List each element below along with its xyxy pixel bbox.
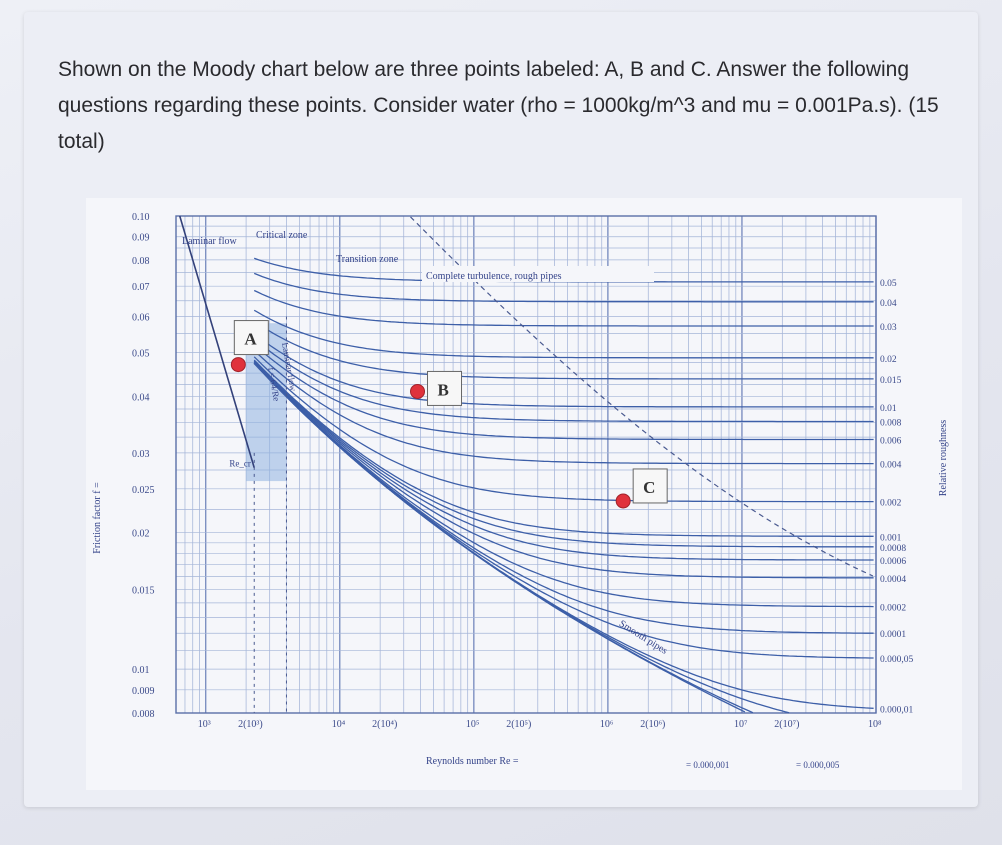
complete-turbulence-boundary xyxy=(410,216,874,577)
y-tick-label: 0.09 xyxy=(132,233,150,244)
roughness-label: 0.03 xyxy=(880,323,897,333)
y-tick-label: 0.009 xyxy=(132,686,155,697)
zone-label-complete: Complete turbulence, rough pipes xyxy=(426,271,562,282)
re-critical-label: Re_cr xyxy=(229,458,251,468)
roughness-label: 0.0002 xyxy=(880,604,906,614)
x-tick-label: 10⁷ xyxy=(734,719,748,730)
x-tick-label: 10⁴ xyxy=(332,719,346,730)
friction-curve xyxy=(253,360,874,561)
point-marker-b xyxy=(410,383,426,399)
friction-curve xyxy=(253,362,874,608)
zone-label-critical: Critical zone xyxy=(256,230,308,241)
y-tick-label: 0.05 xyxy=(132,348,150,359)
y-axis-label: Friction factor f = xyxy=(92,482,103,554)
laminar-line xyxy=(178,215,255,468)
roughness-label: 0.002 xyxy=(880,499,902,509)
x-tick-label: 2(10⁵) xyxy=(506,719,531,730)
roughness-label: 0.05 xyxy=(880,279,897,289)
x-tick-label: 10⁵ xyxy=(466,719,480,730)
friction-curve xyxy=(253,356,874,503)
x-tick-label: 10⁶ xyxy=(600,719,614,730)
roughness-label: 0.015 xyxy=(880,376,902,386)
point-marker-c xyxy=(615,493,631,509)
y-tick-label: 0.08 xyxy=(132,256,150,267)
point-label-c: C xyxy=(643,478,655,497)
y-tick-label: 0.015 xyxy=(132,585,155,596)
roughness-label: 0.0004 xyxy=(880,575,906,585)
x-tick-label: 10⁸ xyxy=(868,719,882,730)
y-tick-label: 0.10 xyxy=(132,212,150,223)
x-tick-label: 2(10⁶) xyxy=(640,719,665,730)
roughness-label: 0.0008 xyxy=(880,544,906,554)
friction-curve xyxy=(253,360,874,548)
chart-overlay: A B C xyxy=(230,320,668,509)
friction-curve xyxy=(253,361,874,579)
roughness-label: 0.004 xyxy=(880,461,902,471)
roughness-label: 0.000,01 xyxy=(880,705,914,715)
plot-frame xyxy=(175,215,877,714)
point-label-a: A xyxy=(244,330,257,349)
moody-chart-image: A B C 0.10 0.09 0.08 0.07 0.06 0.05 0.04 0.03 0.02… xyxy=(86,198,962,790)
right-axis-label: Relative roughness xyxy=(938,420,949,496)
question-text: Shown on the Moody chart below are three… xyxy=(58,58,939,153)
friction-curve xyxy=(253,350,874,465)
friction-curve xyxy=(253,362,746,713)
roughness-label: 0.01 xyxy=(880,404,897,414)
y-tick-label: 0.025 xyxy=(132,485,155,496)
friction-curve xyxy=(253,309,874,359)
roughness-label: 0.008 xyxy=(880,418,902,428)
friction-curve xyxy=(253,272,874,303)
zone-label-transition: Transition zone xyxy=(336,254,399,265)
friction-curve xyxy=(253,320,874,380)
y-tick-label: 0.07 xyxy=(132,282,150,293)
chart-background xyxy=(86,198,962,790)
point-box-c xyxy=(632,468,668,504)
roughness-label: 0.001 xyxy=(880,533,902,543)
friction-curve xyxy=(253,344,874,441)
y-tick-label: 0.01 xyxy=(132,665,150,676)
zone-label-laminar: Laminar flow xyxy=(182,236,237,247)
x-tick-label: 2(10⁴) xyxy=(372,719,397,730)
y-tick-label: 0.02 xyxy=(132,529,150,540)
x-tick-label: 10³ xyxy=(198,719,211,730)
x-axis-label: Reynolds number Re = xyxy=(426,756,519,767)
friction-curve xyxy=(253,338,874,423)
x-tick-label: 2(10⁷) xyxy=(774,719,799,730)
roughness-label: 0.04 xyxy=(880,299,897,309)
chart-curves xyxy=(178,215,874,714)
point-marker-a xyxy=(230,357,246,373)
roughness-label: 0.006 xyxy=(880,436,902,446)
complete-turbulence-label-bg xyxy=(422,266,654,282)
friction-curve xyxy=(253,289,874,327)
roughness-label: 0.0001 xyxy=(880,630,906,640)
point-label-b: B xyxy=(438,380,449,399)
bottom-label-left: = 0.000,001 xyxy=(686,760,729,770)
point-box-b xyxy=(427,370,463,406)
y-tick-label: 0.03 xyxy=(132,449,150,460)
bottom-label-right: = 0.000,005 xyxy=(796,760,840,770)
roughness-label: 0.000,05 xyxy=(880,655,914,665)
point-box-a xyxy=(233,320,269,356)
y-tick-label: 0.008 xyxy=(132,709,155,720)
roughness-label: 0.02 xyxy=(880,355,897,365)
y-tick-label: 0.04 xyxy=(132,392,150,403)
chart-grid xyxy=(175,215,877,714)
friction-curve xyxy=(253,359,874,537)
roughness-label: 0.0006 xyxy=(880,557,906,567)
moody-chart: A B C 0.10 0.09 0.08 0.07 0.06 0.05 0.04 0.03 0.02… xyxy=(86,198,962,790)
x-tick-label: 2(10³) xyxy=(238,719,263,730)
y-tick-label: 0.06 xyxy=(132,313,150,324)
friction-curve xyxy=(253,333,874,408)
